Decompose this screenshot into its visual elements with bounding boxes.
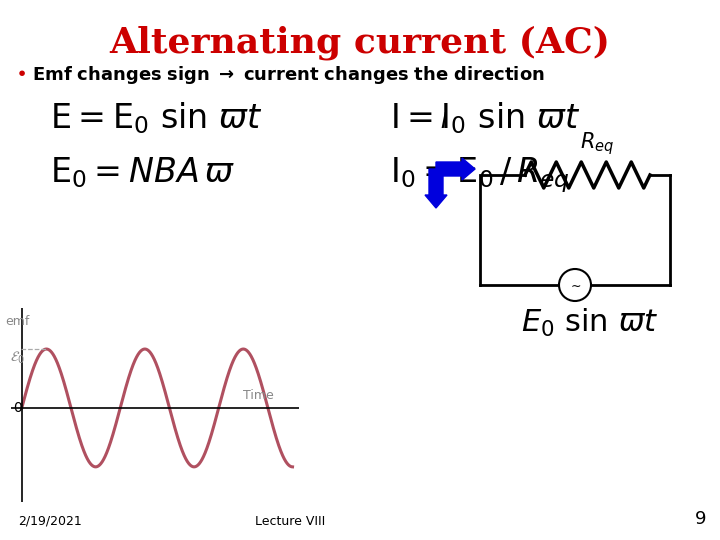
Text: $\mathrm{E}_0 = NBA\,\varpi$: $\mathrm{E}_0 = NBA\,\varpi$ [50,155,235,190]
Text: $E_0\ \sin\,\varpi t$: $E_0\ \sin\,\varpi t$ [521,307,659,339]
FancyArrow shape [436,158,475,180]
Text: $\mathrm{I}_0 = \mathrm{E}_0\,/\,R_{eq}$: $\mathrm{I}_0 = \mathrm{E}_0\,/\,R_{eq}$ [390,155,570,195]
Text: 2/19/2021: 2/19/2021 [18,515,82,528]
Text: $\sim$: $\sim$ [568,279,582,292]
Text: $\mathrm{E} = \mathrm{E}_0\ \sin\,\varpi t$: $\mathrm{E} = \mathrm{E}_0\ \sin\,\varpi… [50,100,263,136]
Text: $\mathcal{E}_0$: $\mathcal{E}_0$ [10,350,25,366]
FancyArrow shape [425,169,447,208]
Text: Alternating current (AC): Alternating current (AC) [109,25,611,59]
Text: $\bullet$: $\bullet$ [15,62,26,81]
Circle shape [559,269,591,301]
Text: 0: 0 [14,401,22,415]
Text: emf: emf [6,315,30,328]
Text: 9: 9 [695,510,706,528]
Text: $R_{eq}$: $R_{eq}$ [580,130,614,157]
Text: $\mathrm{I} = \mathrm{I}_0\ \sin\,\varpi t$: $\mathrm{I} = \mathrm{I}_0\ \sin\,\varpi… [390,100,580,136]
Text: $I$: $I$ [440,111,448,133]
Text: Lecture VIII: Lecture VIII [255,515,325,528]
Text: $\mathbf{Emf\ changes\ sign\ \rightarrow\ current\ changes\ the\ direction}$: $\mathbf{Emf\ changes\ sign\ \rightarrow… [32,64,545,86]
Text: Time: Time [243,389,274,402]
